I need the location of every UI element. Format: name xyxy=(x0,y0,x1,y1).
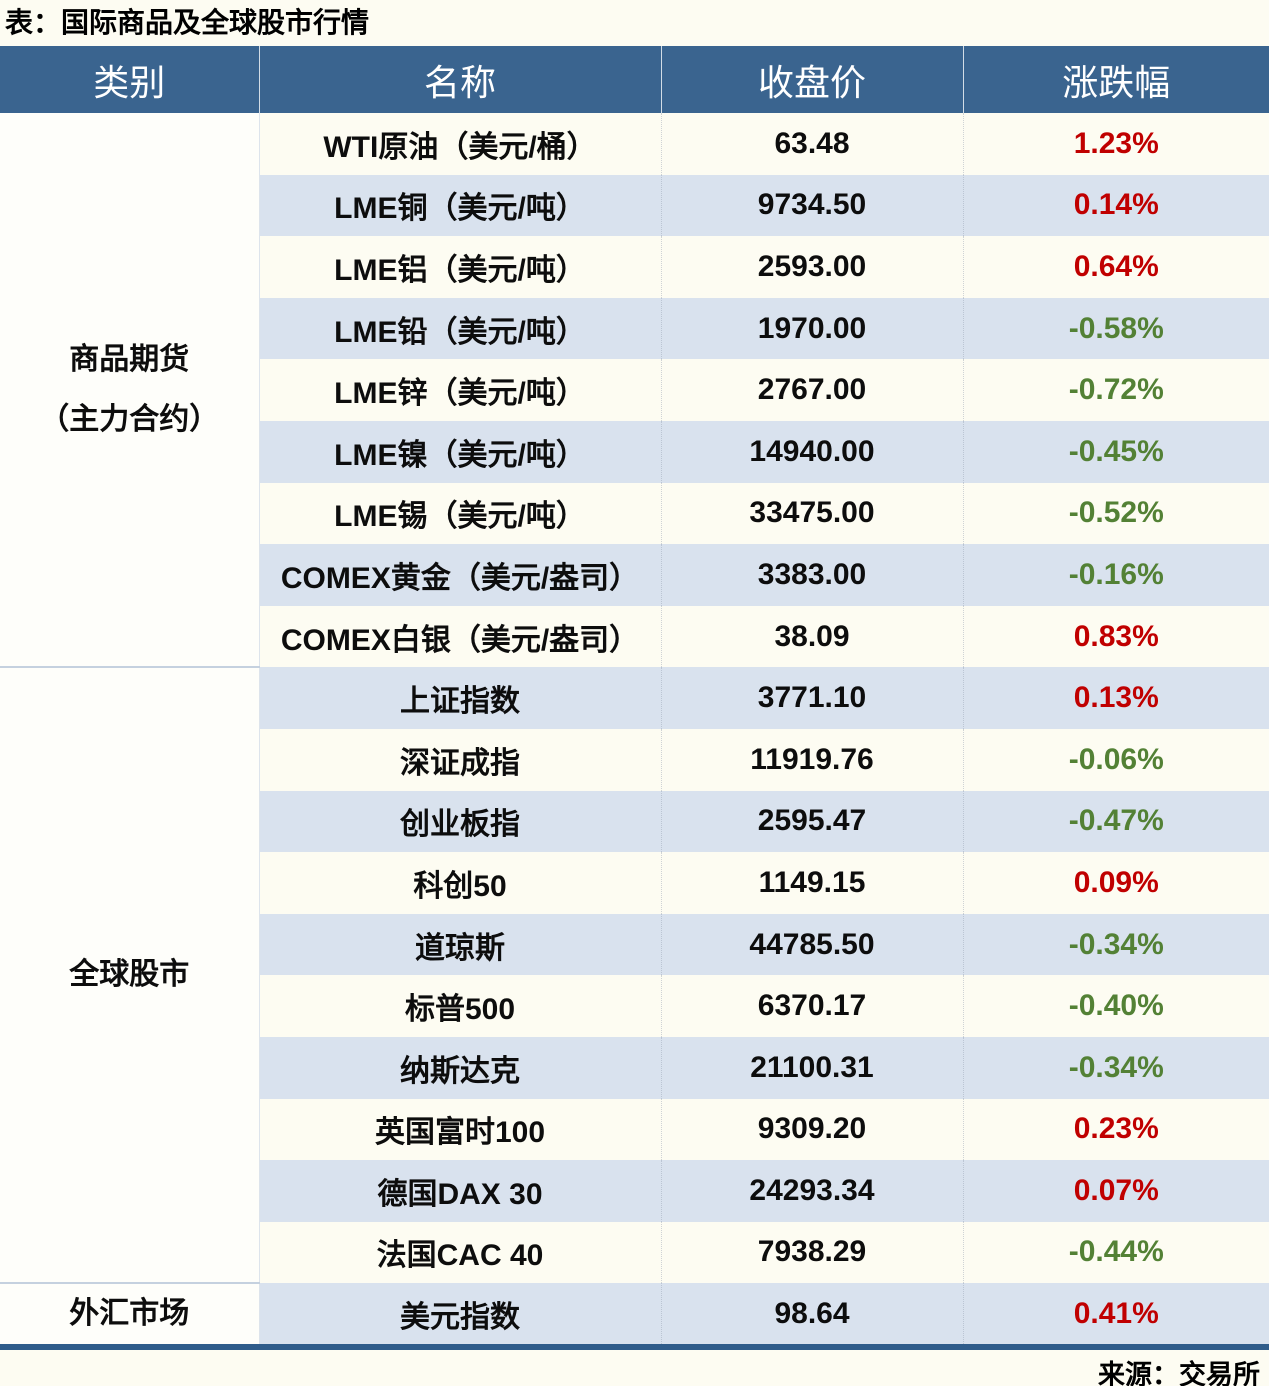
name-cell: 科创50 xyxy=(258,852,661,914)
name-cell: 道琼斯 xyxy=(258,913,661,976)
name-cell: COMEX黄金（美元/盎司） xyxy=(258,544,661,606)
header-cell-change: 涨跌幅 xyxy=(962,46,1269,113)
name-cell: LME锌（美元/吨） xyxy=(258,359,661,421)
name-cell: 标普500 xyxy=(258,975,661,1037)
table-row: 科创50 1149.15 0.09% xyxy=(0,852,1269,914)
category-cell: 商品期货 （主力合约） xyxy=(0,113,260,668)
close-cell: 21100.31 xyxy=(660,1036,963,1099)
table-row: 德国DAX 30 24293.34 0.07% xyxy=(0,1160,1269,1222)
table-row: COMEX黄金（美元/盎司） 3383.00 -0.16% xyxy=(0,544,1269,606)
category-cell: 外汇市场 xyxy=(0,1282,260,1348)
table-row: LME铜（美元/吨） 9734.50 0.14% xyxy=(0,174,1269,237)
header-cell-close: 收盘价 xyxy=(660,46,963,113)
table-row: 道琼斯 44785.50 -0.34% xyxy=(0,913,1269,976)
change-cell: 0.23% xyxy=(962,1098,1269,1161)
close-cell: 7938.29 xyxy=(660,1221,963,1284)
close-cell: 44785.50 xyxy=(660,913,963,976)
change-cell: -0.45% xyxy=(962,420,1269,483)
close-cell: 98.64 xyxy=(660,1283,963,1348)
header-cell-category: 类别 xyxy=(0,46,259,113)
close-cell: 2593.00 xyxy=(660,236,963,298)
name-cell: WTI原油（美元/桶） xyxy=(258,113,661,175)
name-cell: LME铜（美元/吨） xyxy=(258,174,661,237)
name-cell: COMEX白银（美元/盎司） xyxy=(258,605,661,668)
page-title: 表：国际商品及全球股市行情 xyxy=(5,7,370,38)
close-cell: 1970.00 xyxy=(660,297,963,360)
name-cell: LME铝（美元/吨） xyxy=(258,236,661,298)
header-cell-name: 名称 xyxy=(258,46,661,113)
change-cell: -0.16% xyxy=(962,544,1269,606)
change-cell: -0.58% xyxy=(962,297,1269,360)
change-cell: -0.52% xyxy=(962,482,1269,545)
table-row: 创业板指 2595.47 -0.47% xyxy=(0,790,1269,853)
name-cell: 美元指数 xyxy=(258,1283,661,1348)
change-cell: -0.44% xyxy=(962,1221,1269,1284)
table-row: 纳斯达克 21100.31 -0.34% xyxy=(0,1036,1269,1099)
change-cell: -0.40% xyxy=(962,975,1269,1037)
table-row: 商品期货 （主力合约） WTI原油（美元/桶） 63.48 1.23% xyxy=(0,113,1269,668)
change-cell: 0.13% xyxy=(962,667,1269,729)
close-cell: 9309.20 xyxy=(660,1098,963,1161)
change-cell: 0.09% xyxy=(962,852,1269,914)
close-cell: 33475.00 xyxy=(660,482,963,545)
name-cell: LME锡（美元/吨） xyxy=(258,482,661,545)
change-cell: -0.72% xyxy=(962,359,1269,421)
change-cell: 0.83% xyxy=(962,605,1269,668)
change-cell: 0.07% xyxy=(962,1160,1269,1222)
close-cell: 11919.76 xyxy=(660,728,963,791)
close-cell: 14940.00 xyxy=(660,420,963,483)
header-row: 类别 名称 收盘价 涨跌幅 xyxy=(0,46,1269,113)
table-row: COMEX白银（美元/盎司） 38.09 0.83% xyxy=(0,605,1269,668)
close-cell: 3383.00 xyxy=(660,544,963,606)
change-cell: 0.64% xyxy=(962,236,1269,298)
table-row: LME锌（美元/吨） 2767.00 -0.72% xyxy=(0,359,1269,421)
table-row: 深证成指 11919.76 -0.06% xyxy=(0,728,1269,791)
table-row: 外汇市场 美元指数 98.64 0.41% xyxy=(0,1282,1269,1348)
table-row: LME镍（美元/吨） 14940.00 -0.45% xyxy=(0,420,1269,483)
close-cell: 6370.17 xyxy=(660,975,963,1037)
name-cell: 深证成指 xyxy=(258,728,661,791)
category-label: 外汇市场 xyxy=(69,1297,190,1331)
table-header: 类别 名称 收盘价 涨跌幅 xyxy=(0,46,1269,113)
table-row: LME铝（美元/吨） 2593.00 0.64% xyxy=(0,236,1269,298)
name-cell: LME镍（美元/吨） xyxy=(258,420,661,483)
table-row: 全球股市 上证指数 3771.10 0.13% xyxy=(0,666,1269,1284)
close-cell: 1149.15 xyxy=(660,852,963,914)
name-cell: 上证指数 xyxy=(258,667,661,729)
category-cell: 全球股市 xyxy=(0,666,260,1284)
change-cell: 0.41% xyxy=(962,1283,1269,1348)
table-row: 法国CAC 40 7938.29 -0.44% xyxy=(0,1221,1269,1284)
change-cell: -0.34% xyxy=(962,913,1269,976)
table-row: 标普500 6370.17 -0.40% xyxy=(0,975,1269,1037)
change-cell: 0.14% xyxy=(962,174,1269,237)
close-cell: 63.48 xyxy=(660,113,963,175)
name-cell: LME铅（美元/吨） xyxy=(258,297,661,360)
source-label: 来源：交易所 xyxy=(1098,1360,1260,1386)
name-cell: 创业板指 xyxy=(258,790,661,853)
table-row: LME铅（美元/吨） 1970.00 -0.58% xyxy=(0,297,1269,360)
name-cell: 法国CAC 40 xyxy=(258,1221,661,1284)
close-cell: 38.09 xyxy=(660,605,963,668)
name-cell: 英国富时100 xyxy=(258,1098,661,1161)
table-row: 英国富时100 9309.20 0.23% xyxy=(0,1098,1269,1161)
close-cell: 2767.00 xyxy=(660,359,963,421)
category-label: （主力合约） xyxy=(39,402,220,436)
name-cell: 纳斯达克 xyxy=(258,1036,661,1099)
close-cell: 2595.47 xyxy=(660,790,963,853)
category-label: 商品期货 xyxy=(69,342,190,376)
close-cell: 9734.50 xyxy=(660,174,963,237)
close-cell: 3771.10 xyxy=(660,667,963,729)
change-cell: 1.23% xyxy=(962,113,1269,175)
name-cell: 德国DAX 30 xyxy=(258,1160,661,1222)
close-cell: 24293.34 xyxy=(660,1160,963,1222)
table-row: LME锡（美元/吨） 33475.00 -0.52% xyxy=(0,482,1269,545)
market-table: 类别 名称 收盘价 涨跌幅 商品期货 （主力合约） WTI原油（美元/桶） 63.48… xyxy=(0,46,1269,1351)
change-cell: -0.34% xyxy=(962,1036,1269,1099)
table-body: 商品期货 （主力合约） WTI原油（美元/桶） 63.48 1.23% LME铜（美元/吨… xyxy=(0,113,1269,1348)
change-cell: -0.47% xyxy=(962,790,1269,853)
change-cell: -0.06% xyxy=(962,728,1269,791)
category-label: 全球股市 xyxy=(69,958,190,992)
